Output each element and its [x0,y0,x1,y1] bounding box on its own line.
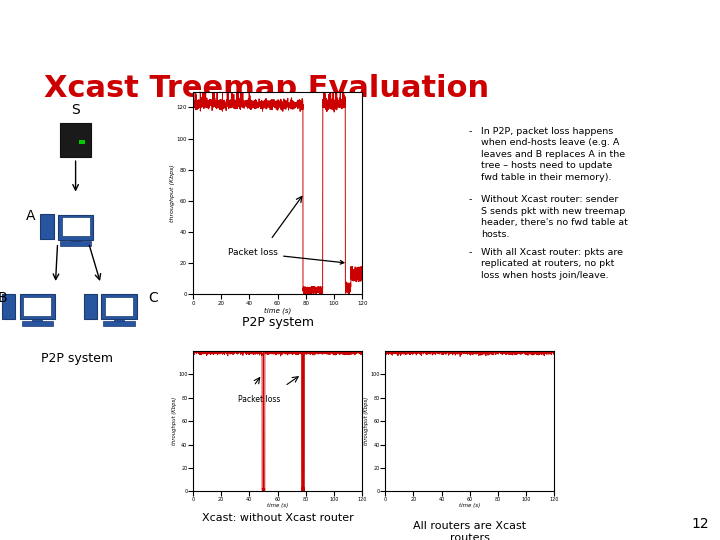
Text: †UCL: †UCL [649,22,702,40]
Text: P2P system: P2P system [41,352,113,365]
Text: Xcast: without Xcast router: Xcast: without Xcast router [202,513,354,523]
Bar [32,316,42,325]
Bar [58,214,94,240]
Bar [84,294,96,319]
X-axis label: time (s): time (s) [267,503,288,508]
Text: C: C [148,292,158,305]
Text: In P2P, packet loss happens
when end-hosts leave (e.g. A
leaves and B replaces A: In P2P, packet loss happens when end-hos… [481,127,625,181]
Text: 12: 12 [692,517,709,531]
X-axis label: time (s): time (s) [264,307,291,314]
Bar [79,140,85,144]
Bar [114,316,124,325]
Bar [71,236,81,245]
Text: Xcast Treemap Evaluation: Xcast Treemap Evaluation [44,73,489,103]
Text: B: B [0,292,8,305]
Text: -: - [469,195,472,204]
Text: S: S [71,103,80,117]
Text: P2P system: P2P system [242,316,314,329]
Text: With all Xcast router: pkts are
replicated at routers, no pkt
loss when hosts jo: With all Xcast router: pkts are replicat… [481,248,623,280]
Bar [60,241,91,246]
Text: A: A [26,209,36,223]
Bar [2,294,15,319]
Bar [61,217,89,236]
Bar [22,321,53,326]
Bar [40,214,53,239]
Bar [105,297,133,315]
Y-axis label: throughput (Kbps): throughput (Kbps) [364,397,369,445]
Text: Without Xcast router: sender
S sends pkt with new treemap
header, there's no fwd: Without Xcast router: sender S sends pkt… [481,195,628,239]
Text: -: - [469,127,472,136]
Bar [19,294,55,320]
Text: Packet loss: Packet loss [238,395,280,404]
Text: All routers are Xcast
routers: All routers are Xcast routers [413,521,526,540]
Y-axis label: throughput (Kbps): throughput (Kbps) [171,397,176,445]
Text: Packet loss: Packet loss [228,248,344,264]
X-axis label: time (s): time (s) [459,503,480,508]
Bar [103,321,135,326]
Text: -: - [469,248,472,256]
Bar [101,294,137,320]
Bar [60,124,91,157]
Bar [23,297,52,315]
Y-axis label: throughput (Kbps): throughput (Kbps) [170,164,175,222]
